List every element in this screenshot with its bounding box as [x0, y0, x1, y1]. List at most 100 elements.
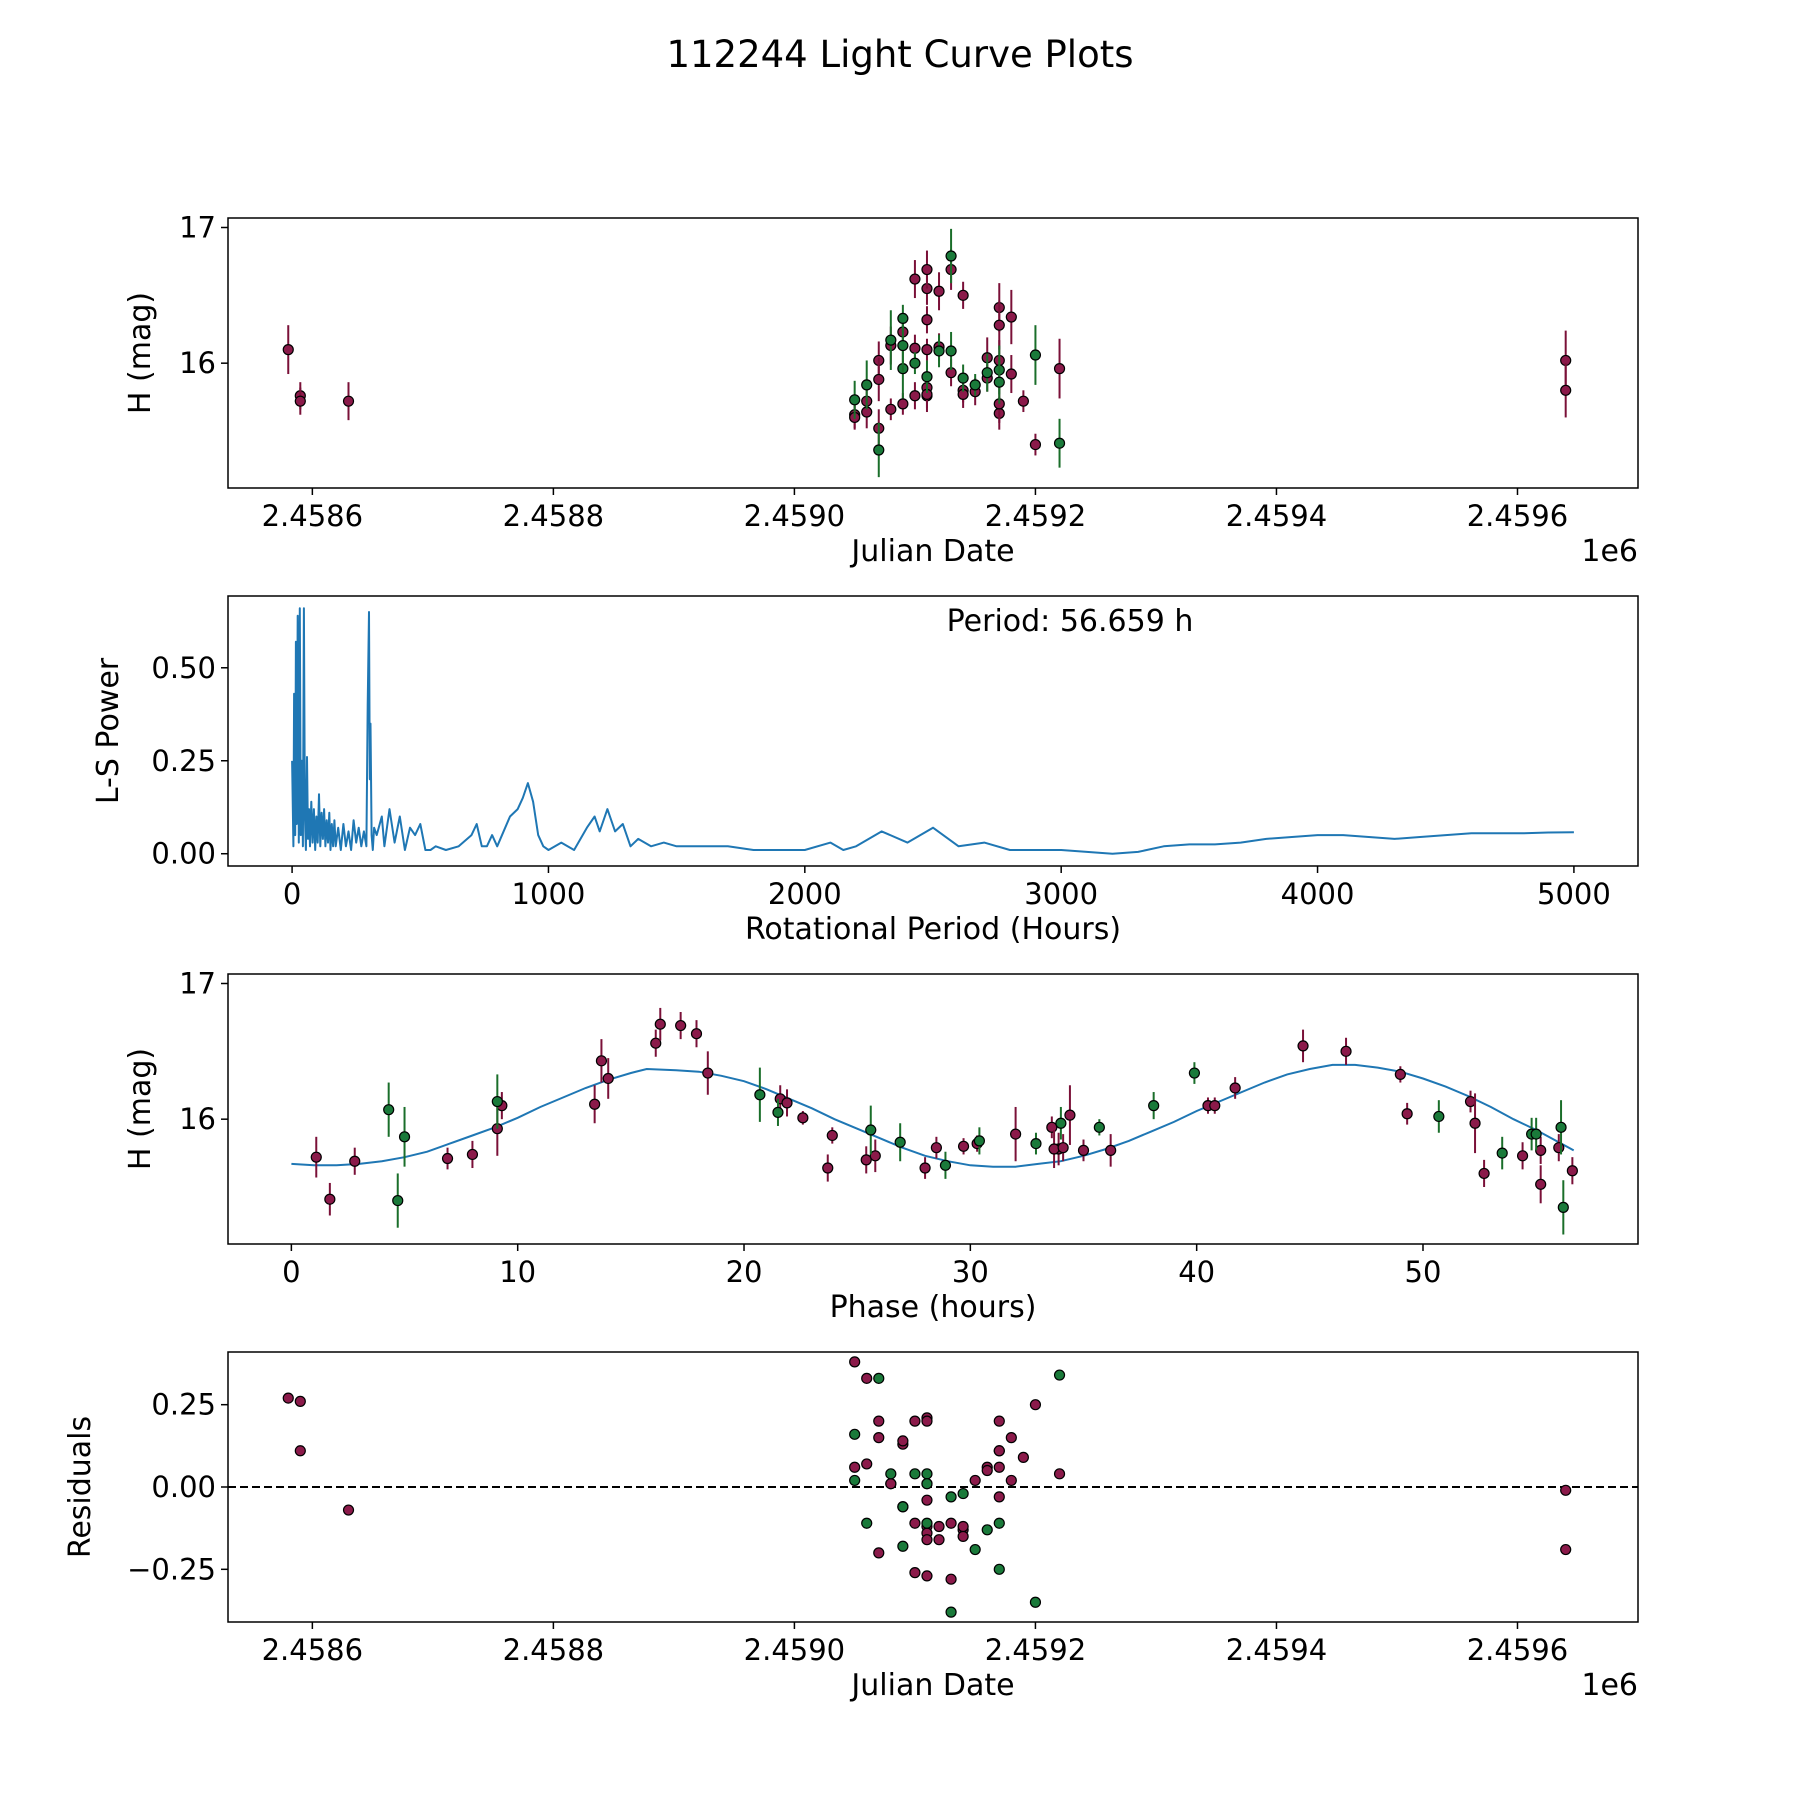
- data-point: [921, 344, 933, 356]
- data-point: [897, 1540, 909, 1552]
- x-tick-label: 3000: [1024, 877, 1098, 911]
- x-tick-label: 4000: [1281, 877, 1355, 911]
- axes-frame: [227, 217, 1639, 489]
- data-point: [1340, 1045, 1352, 1057]
- data-point: [921, 1478, 933, 1490]
- data-point: [392, 1194, 404, 1207]
- x-tick-label: 10: [499, 1255, 536, 1289]
- data-point: [589, 1098, 601, 1110]
- x-tick-label: 2.4592: [985, 499, 1086, 533]
- data-point: [1057, 1142, 1069, 1154]
- plot-area: [291, 1007, 1578, 1235]
- data-point: [1566, 1165, 1578, 1177]
- data-point: [861, 1458, 873, 1470]
- data-point: [957, 372, 969, 384]
- data-point: [1055, 1117, 1067, 1129]
- data-point: [342, 395, 355, 407]
- data-point: [1005, 368, 1017, 380]
- x-tick-label: 2.4596: [1467, 499, 1568, 533]
- y-axis-label: L-S Power: [91, 657, 126, 804]
- data-point: [702, 1067, 714, 1079]
- x-tick-label: 2.4588: [503, 499, 604, 533]
- data-point: [919, 1162, 931, 1174]
- panel-phased: 0 10 20 30 40 50 16 17 Phase (hours) H (mag): [123, 966, 1639, 1325]
- data-point: [1209, 1100, 1221, 1112]
- data-point: [602, 1072, 614, 1085]
- data-point: [969, 1474, 981, 1487]
- data-point: [1394, 1068, 1406, 1081]
- data-point: [294, 1395, 306, 1407]
- data-point: [873, 373, 885, 386]
- data-point: [945, 1606, 957, 1618]
- x-tick-label: 2000: [768, 877, 842, 911]
- data-point: [849, 1428, 861, 1440]
- data-point: [897, 1501, 909, 1513]
- panel-lightcurve: 2.4586 2.4588 2.4590 2.4592 2.4594 2.4596 16 17…: [123, 210, 1639, 569]
- period-annotation: Period: 56.659 h: [947, 604, 1194, 639]
- data-point: [909, 357, 921, 369]
- x-offset-text: 1e6: [1581, 534, 1638, 569]
- data-point: [981, 1464, 993, 1477]
- data-point: [1188, 1067, 1201, 1079]
- data-point: [754, 1089, 766, 1101]
- data-point: [441, 1152, 454, 1165]
- y-tick-label: 0.50: [151, 651, 216, 685]
- data-point: [939, 1159, 952, 1171]
- data-point: [921, 1494, 933, 1506]
- x-axis-label: Phase (hours): [830, 1290, 1037, 1325]
- data-point: [690, 1028, 703, 1040]
- data-point: [945, 1491, 957, 1503]
- data-point: [885, 1468, 897, 1480]
- data-point: [466, 1148, 479, 1161]
- data-point: [849, 1461, 861, 1473]
- data-point: [993, 1445, 1005, 1457]
- data-point: [861, 1517, 873, 1529]
- data-point: [909, 390, 921, 402]
- data-point: [957, 1140, 970, 1152]
- figure-title: 112244 Light Curve Plots: [666, 33, 1133, 76]
- data-point: [294, 395, 306, 407]
- y-tick-label: 0.25: [151, 1388, 216, 1422]
- data-point: [873, 444, 885, 456]
- y-tick-label: 16: [179, 346, 216, 380]
- data-point: [781, 1097, 793, 1109]
- data-point: [921, 1468, 933, 1480]
- x-tick-label: 2.4594: [1226, 499, 1327, 533]
- data-point: [1029, 1399, 1042, 1411]
- data-point: [1005, 1474, 1017, 1487]
- data-point: [1535, 1178, 1547, 1190]
- data-point: [909, 1567, 921, 1579]
- x-tick-label: 2.4594: [1226, 1633, 1327, 1667]
- x-tick-label: 0: [283, 877, 301, 911]
- data-point: [873, 1547, 885, 1559]
- data-point: [491, 1095, 503, 1108]
- x-axis-label: Julian Date: [849, 534, 1014, 569]
- data-point: [957, 1520, 969, 1533]
- data-point: [1433, 1110, 1445, 1123]
- data-point: [957, 1487, 969, 1500]
- data-point: [993, 1461, 1005, 1473]
- data-point: [398, 1131, 411, 1143]
- data-point: [1553, 1142, 1565, 1154]
- data-point: [1064, 1109, 1076, 1121]
- data-point: [1297, 1040, 1309, 1052]
- data-point: [957, 289, 969, 301]
- data-point: [861, 379, 873, 391]
- data-point: [675, 1019, 687, 1032]
- data-point: [909, 1415, 921, 1427]
- data-point: [1053, 363, 1066, 375]
- data-point: [921, 371, 933, 383]
- data-point: [349, 1155, 361, 1167]
- data-point: [1557, 1201, 1569, 1213]
- data-point: [933, 285, 945, 297]
- y-tick-label: 16: [179, 1102, 216, 1136]
- x-tick-label: 30: [952, 1255, 989, 1289]
- data-point: [945, 250, 957, 262]
- y-tick-label: 17: [179, 210, 216, 244]
- axes-frame: [227, 595, 1639, 867]
- data-point: [873, 1432, 885, 1444]
- data-point: [969, 1543, 981, 1556]
- data-point: [1077, 1144, 1090, 1156]
